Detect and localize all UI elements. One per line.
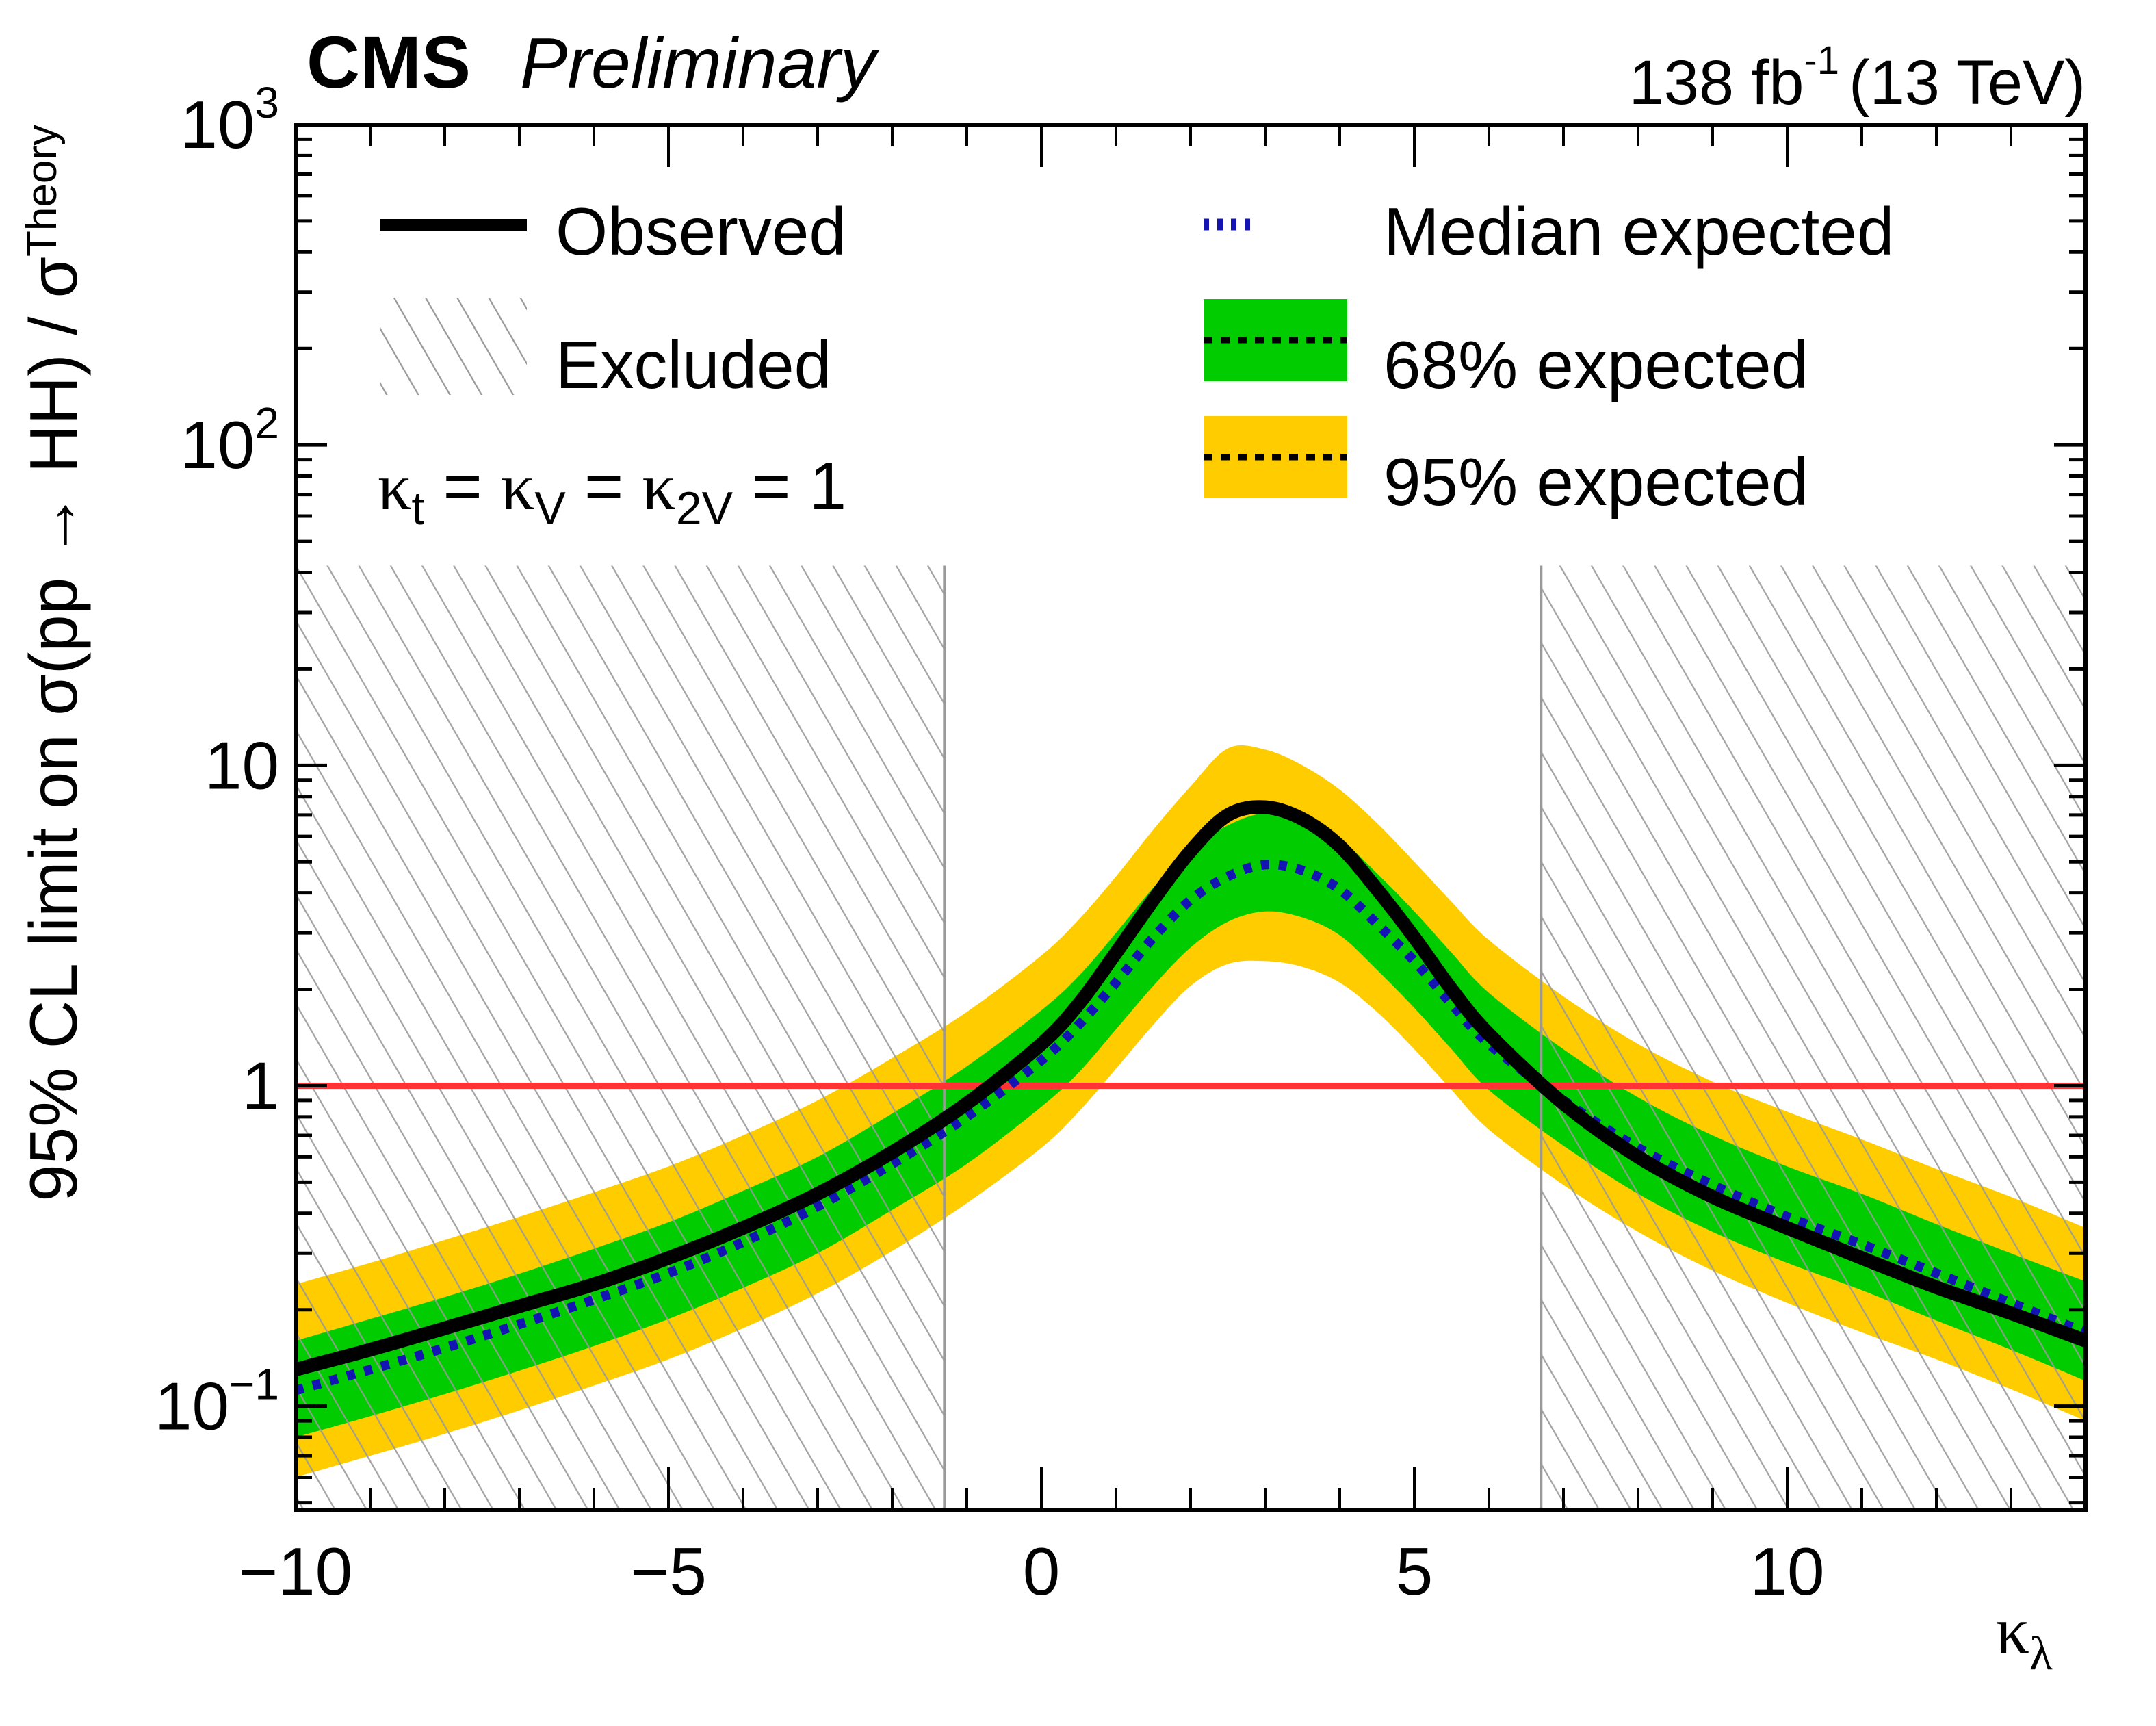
y-axis-title: 95% CL limit on σ(pp → HH) / σTheory [16,125,91,1202]
x-tick-label: 0 [1023,1534,1061,1609]
x-tick-label: 10 [1750,1534,1824,1609]
legend-swatch-excluded [380,298,527,395]
y-tick-label: 102 [180,398,279,482]
y-tick-label: 1 [242,1048,279,1123]
excluded-region-2 [1541,565,2086,1510]
observed-line [296,800,2086,1376]
y-tick-label: 10−1 [155,1360,279,1444]
x-tick-label: −10 [239,1534,352,1609]
legend-label-median: Median expected [1384,194,1894,269]
coupling-annotation: κt = κV = κ2V = 1 [378,448,846,534]
status-label: Preliminary [520,24,880,103]
lumi-exponent: -1 [1804,38,1839,83]
legend-label-68: 68% expected [1384,327,1808,402]
legend-item-observed: Observed [380,194,846,269]
x-tick-label: 5 [1396,1534,1433,1609]
y-tick-label: 10 [205,727,279,803]
legend-item-95: 95% expected [1204,416,1808,519]
lumi-label: 138 fb-1 (13 TeV) [1629,38,2086,118]
median-expected-line [296,860,2086,1395]
y-tick-labels: 10−1 1 10 102 103 [155,78,279,1444]
legend: Observed Median expected Excluded 68% ex… [378,194,1894,534]
legend-item-median: Median expected [1204,194,1894,269]
experiment-label: CMS [307,21,471,103]
x-axis-title: κλ [1996,1594,2053,1680]
y-tick-label: 103 [180,78,279,162]
legend-label-excluded: Excluded [556,327,831,402]
x-tick-label: −5 [630,1534,707,1609]
axis-ticks [294,123,2087,1510]
legend-item-excluded: Excluded [380,298,831,402]
x-tick-labels: −10 −5 0 5 10 [239,1534,1825,1609]
lumi-value: 138 fb [1629,48,1804,118]
legend-swatch-observed [380,219,527,231]
legend-label-95: 95% expected [1384,444,1808,519]
excluded-region-1 [296,565,945,1510]
excluded-hatch-overlay [296,565,2086,1510]
energy-value: (13 TeV) [1849,48,2086,118]
legend-label-observed: Observed [556,194,846,269]
legend-item-68: 68% expected [1204,299,1808,402]
